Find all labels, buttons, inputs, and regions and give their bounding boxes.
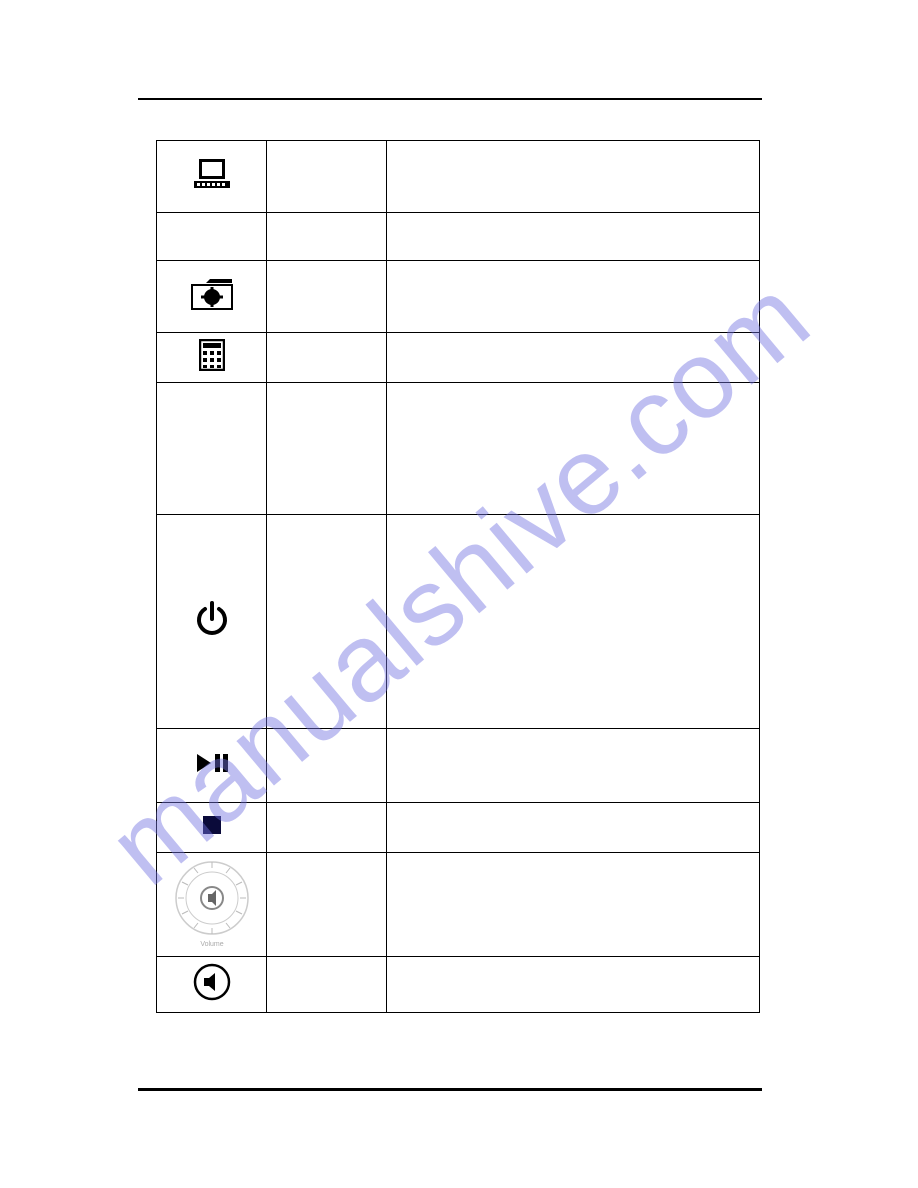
hotkey-table: Volume (156, 140, 760, 1013)
icon-cell (157, 141, 267, 213)
desc-cell (387, 383, 760, 515)
table-row (157, 261, 760, 333)
icon-cell (157, 957, 267, 1013)
power-icon (195, 601, 229, 642)
play-pause-icon (195, 752, 229, 779)
laptop-icon (192, 157, 232, 196)
desc-cell (387, 957, 760, 1013)
icon-cell (157, 213, 267, 261)
desc-cell (387, 515, 760, 729)
moon-icon (197, 428, 227, 469)
desc-cell (387, 261, 760, 333)
desc-cell (387, 141, 760, 213)
stop-icon (202, 815, 222, 840)
mute-speaker-icon (193, 963, 231, 1006)
table-row (157, 141, 760, 213)
table-row (157, 383, 760, 515)
label-cell (267, 729, 387, 803)
icon-cell (157, 729, 267, 803)
label-cell (267, 515, 387, 729)
label-cell (267, 333, 387, 383)
icon-cell (157, 515, 267, 729)
svg-text:Volume: Volume (200, 941, 223, 948)
desc-cell (387, 729, 760, 803)
folder-gear-icon (190, 277, 234, 316)
label-cell (267, 957, 387, 1013)
label-cell (267, 141, 387, 213)
desc-cell (387, 333, 760, 383)
label-cell (267, 803, 387, 853)
bottom-rule (138, 1088, 762, 1091)
label-cell (267, 213, 387, 261)
calculator-icon (199, 339, 225, 376)
icon-cell (157, 383, 267, 515)
desc-cell (387, 803, 760, 853)
table-row (157, 729, 760, 803)
top-rule (138, 98, 762, 100)
icon-cell (157, 333, 267, 383)
label-cell (267, 853, 387, 957)
table-row: Volume (157, 853, 760, 957)
icon-cell (157, 261, 267, 333)
desc-cell (387, 213, 760, 261)
table-row (157, 213, 760, 261)
table-row (157, 515, 760, 729)
label-cell (267, 383, 387, 515)
label-cell (267, 261, 387, 333)
icon-cell: Volume (157, 853, 267, 957)
table-row (157, 803, 760, 853)
table-row (157, 333, 760, 383)
volume-dial-icon: Volume (168, 856, 256, 953)
icon-cell (157, 803, 267, 853)
desc-cell (387, 853, 760, 957)
table-row (157, 957, 760, 1013)
